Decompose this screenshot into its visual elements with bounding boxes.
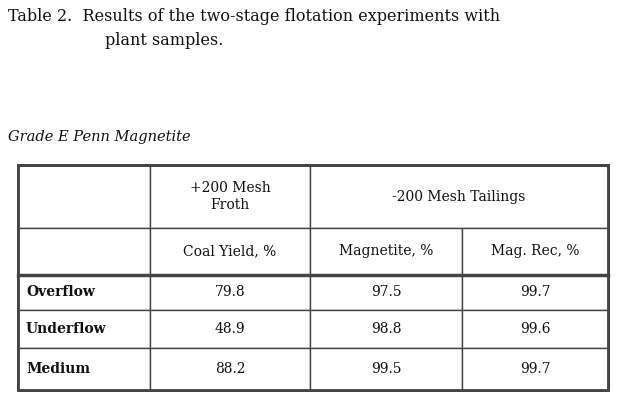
Text: plant samples.: plant samples. xyxy=(105,32,223,49)
Polygon shape xyxy=(310,275,462,310)
Polygon shape xyxy=(310,165,608,228)
Polygon shape xyxy=(150,228,310,275)
Polygon shape xyxy=(150,165,310,228)
Polygon shape xyxy=(150,310,310,348)
Text: Coal Yield, %: Coal Yield, % xyxy=(183,244,277,259)
Text: +200 Mesh
Froth: +200 Mesh Froth xyxy=(190,181,270,211)
Polygon shape xyxy=(462,228,608,275)
Polygon shape xyxy=(18,348,150,390)
Text: 99.7: 99.7 xyxy=(520,285,550,299)
Polygon shape xyxy=(150,348,310,390)
Text: Overflow: Overflow xyxy=(26,285,95,299)
Text: 99.7: 99.7 xyxy=(520,362,550,376)
Polygon shape xyxy=(310,348,462,390)
Text: 88.2: 88.2 xyxy=(215,362,245,376)
Text: Mag. Rec, %: Mag. Rec, % xyxy=(491,244,579,259)
Polygon shape xyxy=(18,165,150,228)
Text: 48.9: 48.9 xyxy=(215,322,245,336)
Text: -200 Mesh Tailings: -200 Mesh Tailings xyxy=(393,190,526,204)
Polygon shape xyxy=(462,275,608,310)
Polygon shape xyxy=(18,228,150,275)
Text: Magnetite, %: Magnetite, % xyxy=(339,244,433,259)
Polygon shape xyxy=(462,310,608,348)
Polygon shape xyxy=(310,228,462,275)
Polygon shape xyxy=(310,310,462,348)
Text: Table 2.  Results of the two-stage flotation experiments with: Table 2. Results of the two-stage flotat… xyxy=(8,8,500,25)
Polygon shape xyxy=(150,275,310,310)
Polygon shape xyxy=(18,310,150,348)
Text: 98.8: 98.8 xyxy=(371,322,401,336)
Text: Grade E Penn Magnetite: Grade E Penn Magnetite xyxy=(8,130,191,144)
Text: Medium: Medium xyxy=(26,362,90,376)
Text: 97.5: 97.5 xyxy=(371,285,401,299)
Polygon shape xyxy=(462,348,608,390)
Text: 99.6: 99.6 xyxy=(520,322,550,336)
Text: Underflow: Underflow xyxy=(26,322,106,336)
Text: 99.5: 99.5 xyxy=(371,362,401,376)
Text: 79.8: 79.8 xyxy=(215,285,245,299)
Polygon shape xyxy=(18,275,150,310)
Polygon shape xyxy=(18,165,608,390)
